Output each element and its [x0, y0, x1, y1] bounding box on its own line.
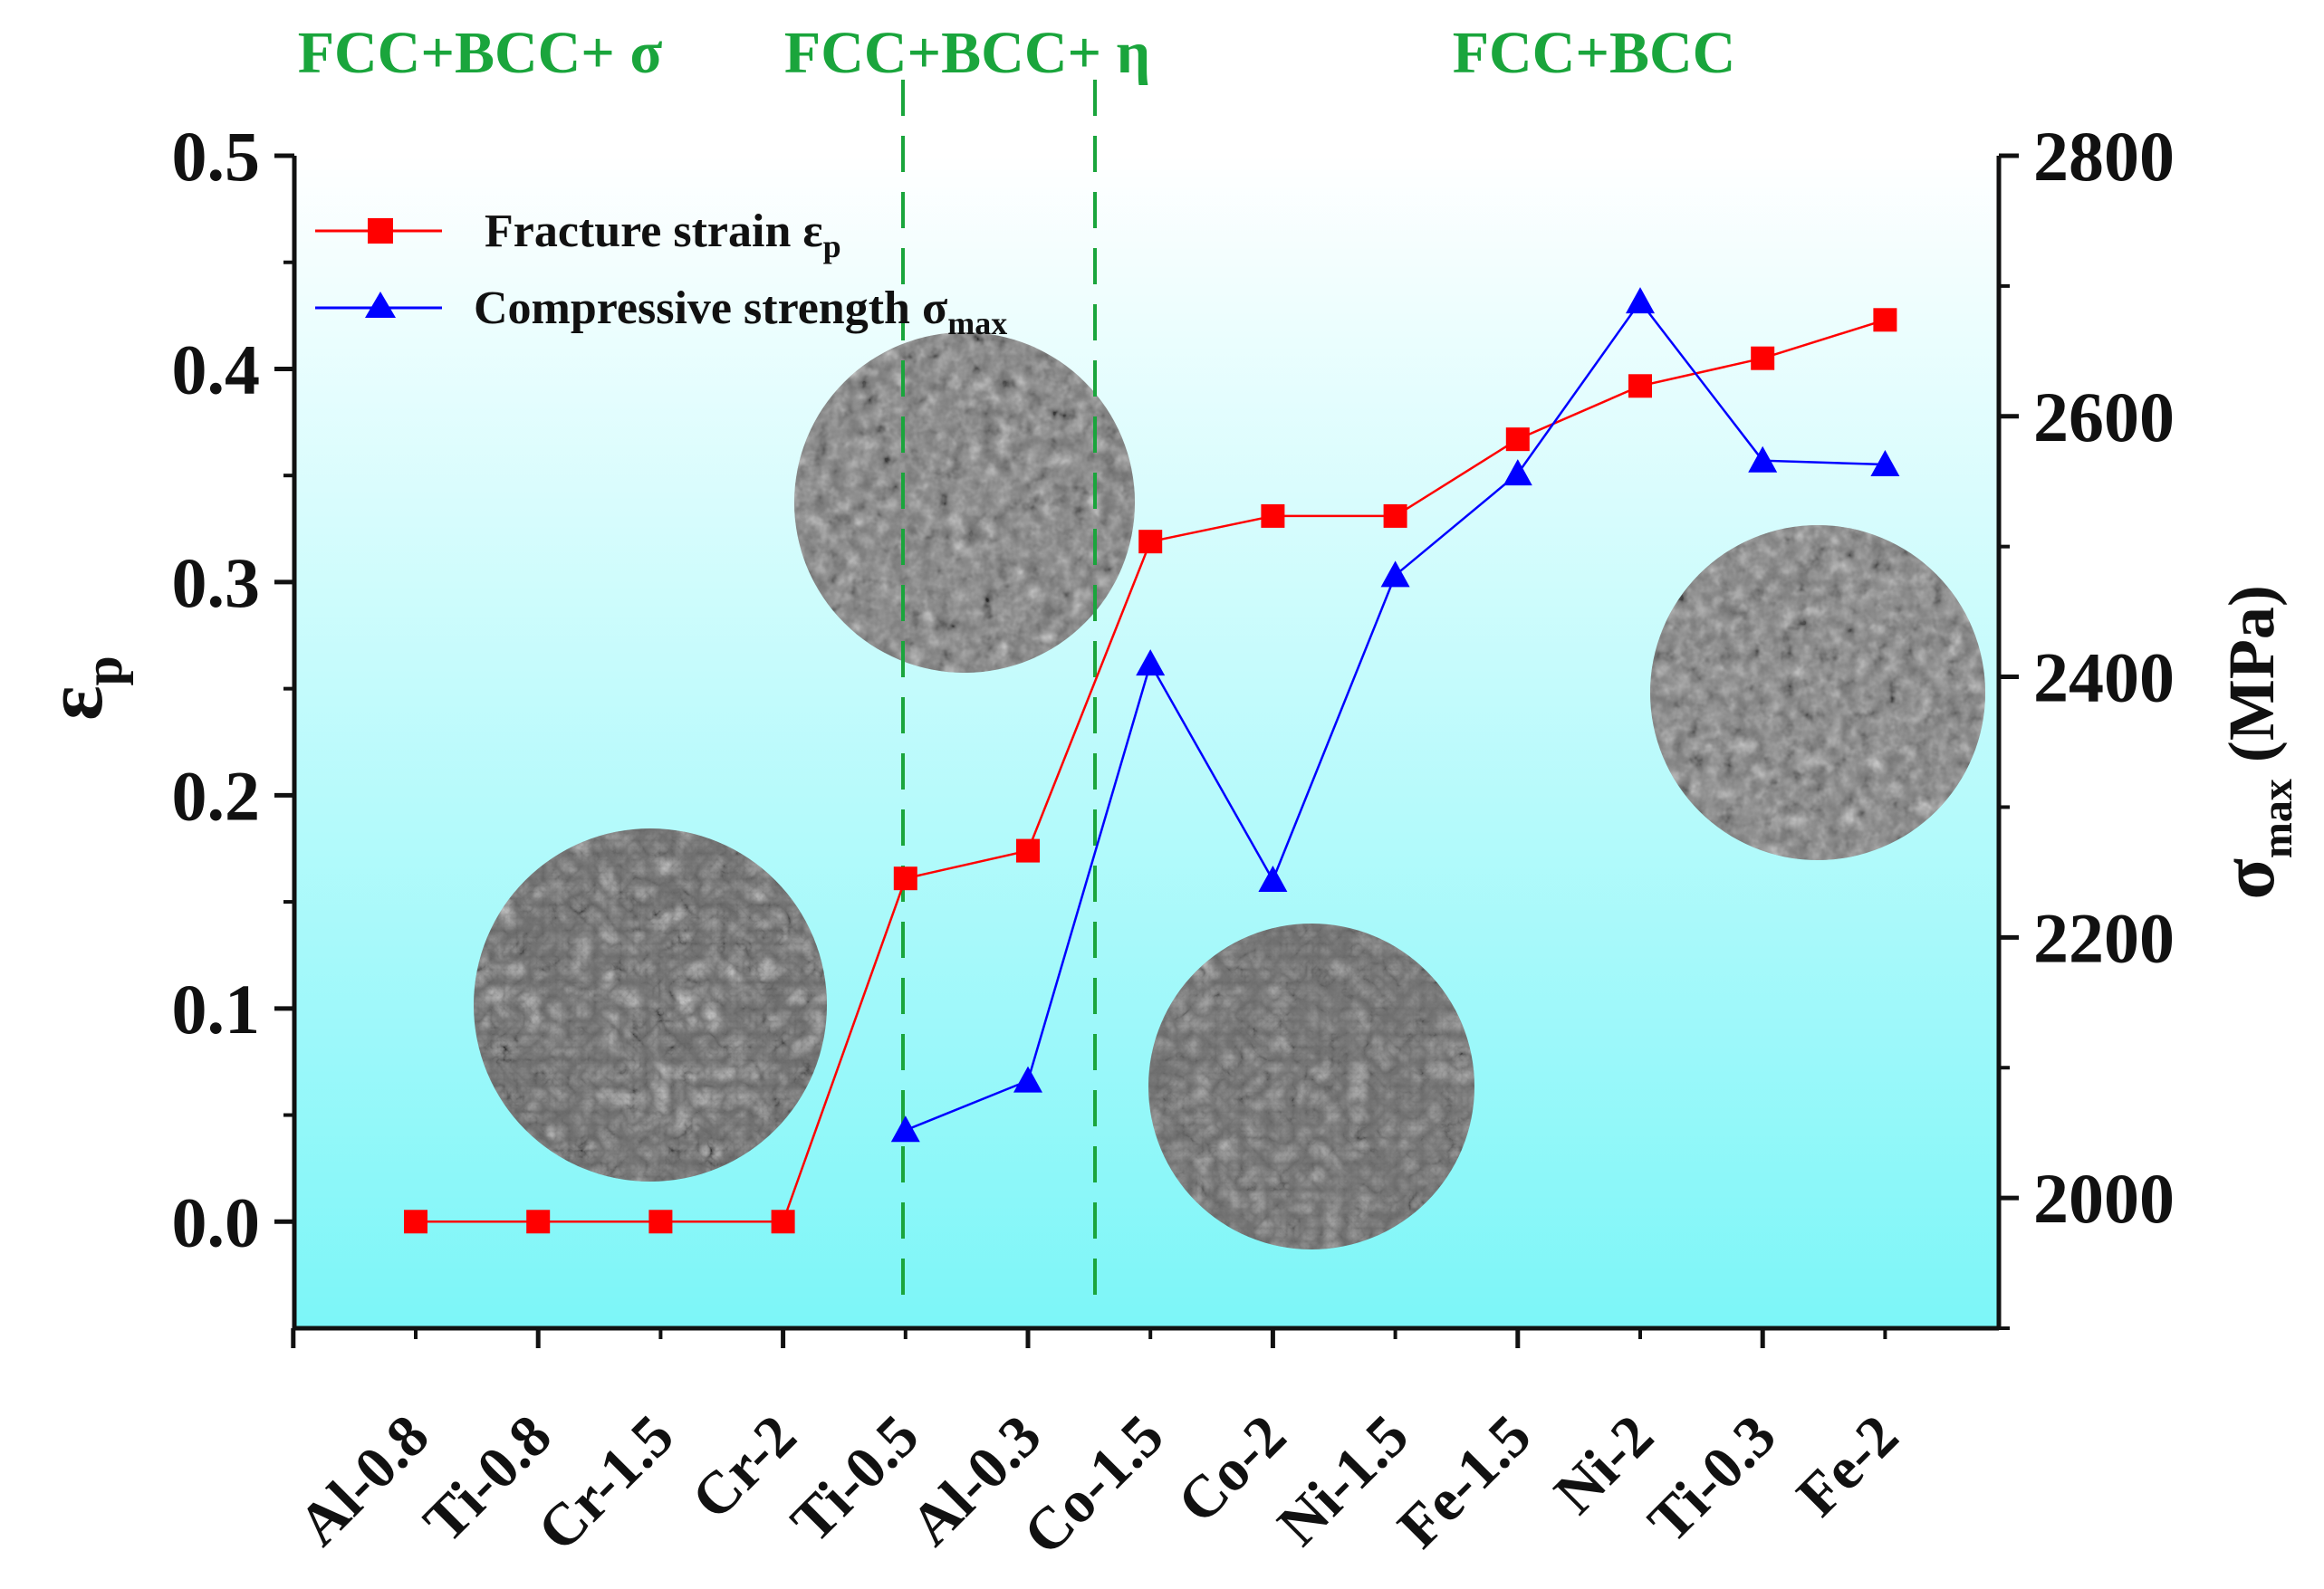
- right-tick-label: 2600: [2033, 378, 2175, 456]
- right-axis-title-unit: (MPa): [2215, 585, 2288, 779]
- x-category-label: Ni-1.5: [1265, 1402, 1421, 1558]
- inset-micrograph-1: [474, 828, 827, 1182]
- axes: [292, 156, 2002, 1331]
- x-category-label: Al-0.8: [285, 1402, 441, 1558]
- fracture-strain-point: [1505, 427, 1530, 452]
- compressive-strength-point: [1258, 866, 1288, 893]
- fracture-strain-point: [1628, 374, 1652, 398]
- legend-label-compressive-main: Compressive strength σ: [474, 282, 947, 334]
- compressive-strength-point: [1136, 649, 1166, 676]
- legend-label-fracture-sub: p: [823, 228, 841, 264]
- fracture-strain-point: [1873, 308, 1897, 332]
- x-category-label: Co-1.5: [1011, 1402, 1176, 1568]
- right-axis-title: σmax (MPa): [2206, 585, 2301, 900]
- right-tick-label: 2400: [2033, 638, 2175, 717]
- compressive-strength-point: [890, 1115, 920, 1143]
- right-tick-label: 2200: [2033, 898, 2175, 977]
- left-tick-label: 0.3: [172, 543, 261, 622]
- x-category-label: Fe-1.5: [1386, 1402, 1544, 1561]
- left-tick-label: 0.5: [172, 117, 261, 196]
- left-tick-label: 0.1: [172, 970, 261, 1048]
- fracture-strain-point: [893, 866, 917, 891]
- left-axis-title-sub: p: [73, 656, 133, 685]
- left-tick-label: 0.4: [172, 330, 261, 408]
- legend-marker-square: [368, 218, 393, 244]
- fracture-strain-point: [771, 1210, 795, 1234]
- right-tick-label: 2000: [2033, 1159, 2175, 1238]
- compressive-strength-point: [1626, 287, 1655, 314]
- fracture-strain-point: [1261, 503, 1285, 528]
- fracture-strain-point: [1383, 503, 1407, 528]
- fracture-strain-point: [1138, 530, 1163, 554]
- fracture-strain-point: [1751, 346, 1775, 370]
- legend-marker-triangle: [365, 292, 396, 318]
- phase-label-fcc-bcc: FCC+BCC: [1453, 20, 1736, 86]
- compressive-strength-point: [1870, 450, 1900, 477]
- right-axis-title-main: σ: [2206, 858, 2290, 900]
- left-axis-title: εp: [30, 656, 133, 721]
- phase-label-sigma: FCC+BCC+ σ: [298, 20, 663, 86]
- fracture-strain-point: [1016, 838, 1040, 863]
- fracture-strain-point: [526, 1210, 551, 1234]
- phase-label-eta: FCC+BCC+ η: [784, 20, 1150, 86]
- legend-label-compressive: Compressive strength σmax: [474, 282, 1007, 341]
- legend-label-fracture-main: Fracture strain ε: [485, 206, 823, 257]
- series-layer: [404, 287, 1900, 1234]
- legend: Fracture strain εp Compressive strength …: [315, 206, 1007, 341]
- legend-label-compressive-sub: max: [947, 305, 1007, 341]
- inset-micrograph-3: [1148, 924, 1474, 1249]
- x-category-label: Ti-0.5: [779, 1402, 932, 1555]
- compressive-strength-point: [1503, 459, 1532, 486]
- x-category-label: Ti-0.3: [1636, 1402, 1789, 1555]
- legend-label-fracture: Fracture strain εp: [485, 206, 841, 264]
- fracture-strain-point: [648, 1210, 673, 1234]
- ticks: [274, 153, 2019, 1348]
- inset-micrograph-4: [1650, 525, 1985, 860]
- compressive-strength-point: [1013, 1066, 1042, 1093]
- right-axis-title-sub: max: [2253, 779, 2301, 858]
- x-category-label: Cr-1.5: [525, 1402, 687, 1564]
- x-category-label: Fe-2: [1784, 1402, 1911, 1529]
- left-tick-label: 0.2: [172, 756, 261, 835]
- right-tick-label: 2800: [2033, 117, 2175, 196]
- compressive-strength-point: [1748, 445, 1778, 473]
- left-axis-title-main: ε: [30, 685, 120, 720]
- compressive-strength-point: [1380, 560, 1410, 588]
- left-tick-label: 0.0: [172, 1182, 261, 1261]
- inset-micrograph-2: [794, 332, 1135, 673]
- fracture-strain-point: [404, 1210, 427, 1234]
